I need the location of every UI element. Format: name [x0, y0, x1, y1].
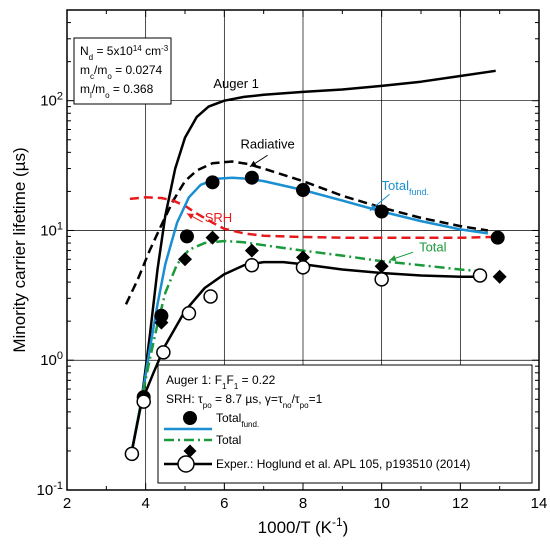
- x-tick-label: 4: [141, 495, 149, 512]
- series-line-auger-1-solid: [130, 69, 496, 452]
- marker-filled-diamond-2: [154, 315, 169, 330]
- marker-open-circle-4: [203, 289, 218, 304]
- info-line-1: mc/mo = 0.0274: [80, 63, 163, 81]
- curve-label-radiative: Radiative: [240, 136, 294, 151]
- legend-entry-exper: Exper.: Hoglund et al. APL 105, p193510 …: [164, 455, 470, 473]
- data-markers: [124, 170, 507, 462]
- marker-filled-circle-7: [374, 204, 389, 219]
- arrow-radiative-head: [249, 160, 257, 167]
- legend-entry-total-fund-marker: Totalfund.: [183, 411, 259, 429]
- x-tick-label: 2: [63, 495, 71, 512]
- marker-open-circle-8: [472, 268, 488, 283]
- marker-filled-diamond-8: [492, 269, 507, 284]
- arrow-total-head: [389, 255, 397, 262]
- axis-ticks: [66, 9, 540, 491]
- legend-header-1: SRH: τpo = 8.7 µs, γ=τno/τpo=1: [166, 392, 323, 410]
- y-tick-label: 10-1: [37, 480, 63, 499]
- marker-filled-circle-5: [244, 170, 259, 185]
- marker-filled-diamond-3: [178, 252, 192, 267]
- curve-label-total: Total: [419, 239, 447, 254]
- marker-filled-diamond-4: [205, 230, 220, 245]
- legend-entry-total-marker: [183, 444, 197, 458]
- legend-swatch-marker: [177, 455, 195, 473]
- legend-label: Exper.: Hoglund et al. APL 105, p193510 …: [216, 457, 470, 471]
- x-tick-label: 10: [373, 495, 390, 512]
- y-tick-label: 101: [40, 220, 63, 239]
- y-tick-label: 102: [40, 91, 63, 110]
- marker-filled-diamond-7: [374, 259, 389, 274]
- series-line-total-dashdot: [130, 239, 489, 452]
- y-tick-label: 100: [40, 350, 63, 369]
- curve-labels: Auger 1 Radiative SRH Totalfund. Total: [205, 76, 447, 254]
- marker-open-circle-3: [181, 306, 197, 321]
- x-tick-label: 12: [452, 495, 469, 512]
- marker-filled-diamond-6: [296, 250, 310, 265]
- legend-label: Total: [216, 433, 241, 447]
- info-line-2: ml/mo = 0.368: [80, 82, 154, 100]
- x-tick-labels: 2 4 6 8 10 12 14: [63, 495, 548, 512]
- marker-open-circle-5: [244, 257, 260, 273]
- marker-open-circle-7: [374, 272, 389, 287]
- x-tick-label: 14: [531, 495, 548, 512]
- marker-open-circle-2: [156, 345, 171, 360]
- series-line-radiative-dashed: [124, 160, 489, 305]
- legend-frame: [157, 364, 533, 484]
- marker-filled-circle-6: [296, 183, 310, 198]
- curve-label-auger-1: Auger 1: [213, 76, 259, 91]
- legend-label: Totalfund.: [216, 411, 259, 429]
- curve-label-total-fund: Totalfund.: [382, 178, 430, 197]
- y-tick-labels: 10-1 100 101 102: [37, 91, 63, 499]
- marker-filled-diamond-5: [244, 243, 259, 258]
- annotation-arrows: [186, 154, 414, 262]
- marker-filled-circle-8: [490, 230, 505, 245]
- info-line-0: Nd = 5x1014 cm-3: [80, 44, 169, 62]
- legend-swatch-marker: [183, 444, 197, 458]
- arrow-total-fund-head: [369, 204, 377, 211]
- legend-entry-total-line: Total: [164, 433, 241, 447]
- series-line-srh-dashed: [129, 196, 492, 239]
- marker-filled-circle-4: [205, 175, 220, 190]
- marker-open-circle-0: [124, 446, 140, 462]
- marker-open-circle-6: [295, 260, 311, 275]
- info-box-frame: [73, 37, 172, 105]
- x-tick-label: 6: [220, 495, 228, 512]
- arrow-srh-head: [186, 213, 194, 220]
- x-axis-title: 1000/T (K-1): [258, 515, 349, 537]
- curve-label-srh: SRH: [205, 210, 232, 225]
- x-tick-label: 8: [299, 495, 307, 512]
- y-axis-title: Minority carrier lifetime (µs): [10, 147, 29, 352]
- marker-filled-circle-3: [179, 229, 194, 244]
- legend-header-0: Auger 1: F1F1 = 0.22: [166, 373, 276, 391]
- marker-open-circle-1: [136, 394, 151, 409]
- legend-swatch-marker: [183, 411, 197, 425]
